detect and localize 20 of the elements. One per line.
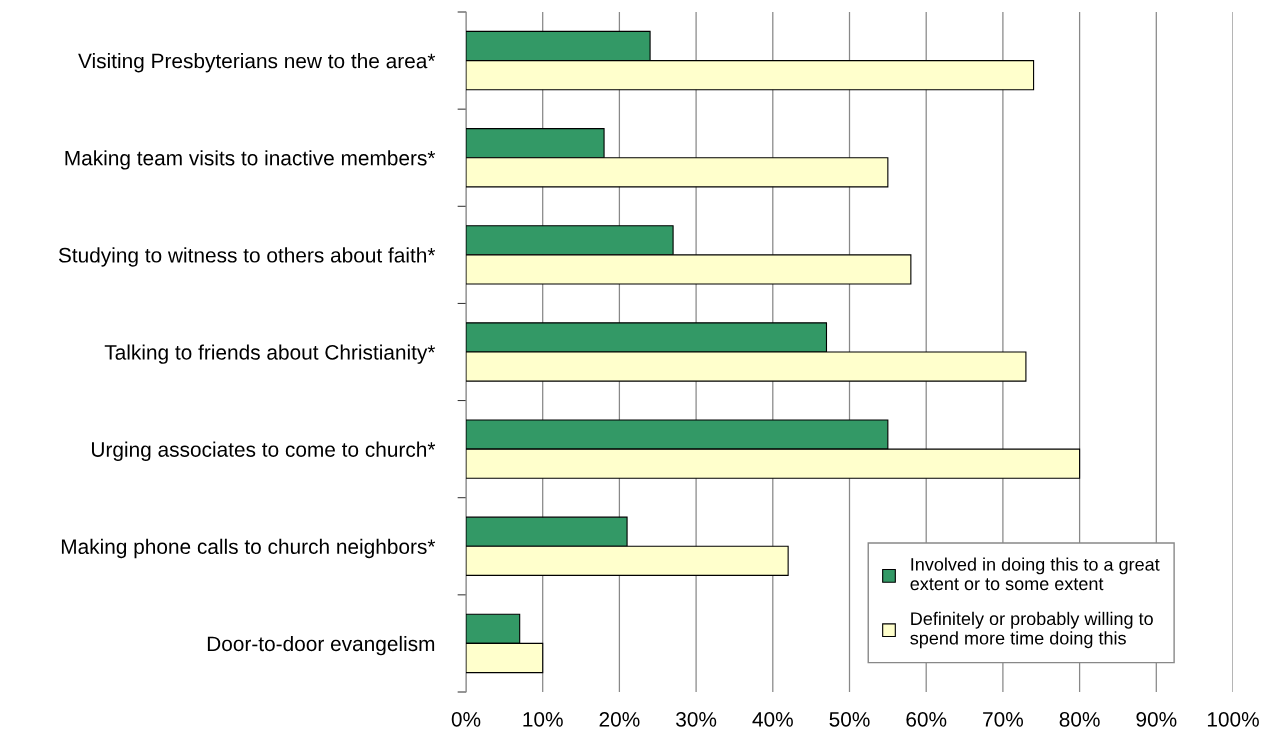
x-tick-label: 60%: [906, 711, 947, 727]
x-tick-label: 70%: [983, 711, 1024, 727]
x-tick-label: 40%: [752, 711, 793, 727]
y-tick-label: Making phone calls to church neighbors*: [61, 538, 436, 559]
x-tick-label: 90%: [1136, 711, 1177, 727]
x-tick-label: 100%: [1207, 711, 1259, 727]
x-tick-label: 0%: [451, 711, 481, 727]
x-tick-label: 30%: [676, 711, 717, 727]
y-tick-label: Urging associates to come to church*: [92, 441, 436, 462]
y-tick-label: Door-to-door evangelism: [207, 635, 435, 656]
x-tick-label: 80%: [1059, 711, 1100, 727]
y-tick-label: Visiting Presbyterians new to the area*: [78, 53, 436, 73]
y-tick-label: Talking to friends about Christianity*: [104, 344, 436, 364]
x-tick-label: 20%: [599, 711, 640, 727]
legend-label: Definitely or probably willing to spend more time doing this: [910, 611, 1153, 649]
legend-label: Involved in doing this to a great extent or to some extent: [910, 557, 1160, 591]
x-tick-label: 50%: [829, 711, 870, 727]
x-tick-label: 10%: [523, 711, 563, 727]
y-tick-label: Making team visits to inactive members*: [65, 150, 436, 170]
y-tick-label: Studying to witness to others about faith*: [58, 247, 436, 267]
